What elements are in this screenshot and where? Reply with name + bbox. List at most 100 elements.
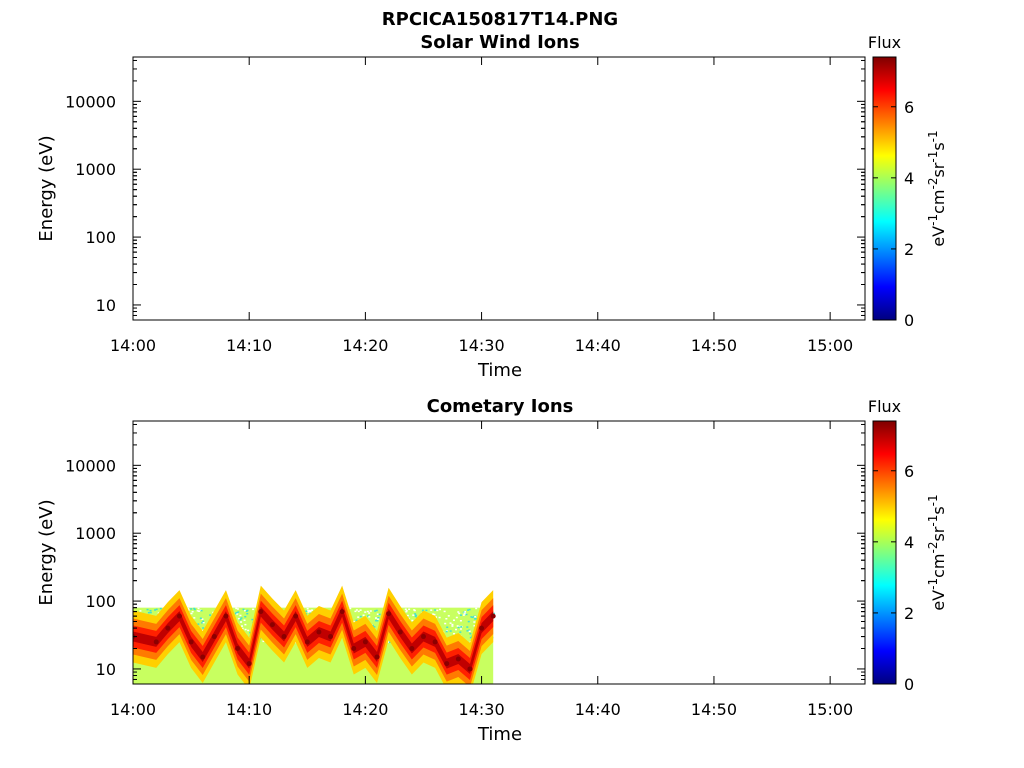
- heatmap-speckle: [306, 609, 309, 612]
- heatmap-speckle: [193, 617, 196, 619]
- heatmap-speckle: [202, 621, 205, 624]
- heatmap-peak: [316, 629, 322, 635]
- heatmap-speckle: [373, 626, 376, 628]
- heatmap-peak: [397, 629, 403, 635]
- heatmap-speckle: [202, 620, 205, 623]
- heatmap-peak: [409, 646, 415, 652]
- y-tick-label: 10000: [65, 92, 116, 111]
- panel-title: Solar Wind Ions: [420, 32, 579, 53]
- x-tick-label: 15:00: [807, 700, 853, 719]
- heatmap-speckle: [406, 614, 409, 617]
- heatmap-peak: [153, 639, 159, 645]
- heatmap-speckle: [375, 609, 378, 612]
- unit-base: eV: [929, 590, 948, 611]
- colorbar-unit: eV-1cm-2sr-1s-1: [926, 494, 948, 610]
- heatmap-speckle: [460, 626, 463, 628]
- x-tick-label: 15:00: [807, 336, 853, 355]
- heatmap-speckle: [305, 610, 308, 612]
- heatmap-speckle: [310, 609, 313, 611]
- heatmap-peak: [490, 613, 496, 619]
- heatmap-speckle: [376, 620, 379, 622]
- heatmap-speckle: [371, 624, 374, 627]
- heatmap-speckle: [374, 610, 377, 612]
- heatmap-speckle: [467, 620, 470, 623]
- heatmap-speckle: [201, 618, 204, 620]
- colorbar-label: Flux: [868, 33, 901, 52]
- heatmap-speckle: [466, 630, 469, 632]
- heatmap-peak: [200, 654, 206, 660]
- heatmap-speckle: [146, 608, 149, 611]
- heatmap-speckle: [243, 619, 246, 621]
- heatmap-speckle: [375, 619, 378, 622]
- heatmap-peak: [467, 666, 473, 672]
- heatmap-speckle: [306, 607, 309, 610]
- panel-cometary-ions: Cometary Ions 10000 1000 100 10 Energy (eV) 14…: [36, 396, 948, 745]
- heatmap-speckle: [197, 610, 200, 613]
- unit-base: sr: [929, 526, 948, 541]
- heatmap-speckle: [466, 609, 469, 611]
- heatmap-speckle: [414, 615, 417, 618]
- unit-base: s: [929, 506, 948, 514]
- heatmap-speckle: [444, 622, 447, 625]
- y-tick-label: 10: [96, 660, 116, 679]
- heatmap-peak: [455, 656, 461, 662]
- heatmap-speckle: [240, 621, 243, 623]
- x-tick-label: 14:10: [226, 700, 272, 719]
- heatmap-speckle: [405, 610, 408, 613]
- heatmap-speckle: [139, 610, 142, 612]
- heatmap-peak: [351, 646, 357, 652]
- heatmap-speckle: [438, 616, 441, 619]
- heatmap-speckle: [352, 620, 355, 623]
- colorbar-tick-label: 0: [904, 311, 914, 330]
- heatmap-speckle: [242, 608, 245, 611]
- colorbar-unit: eV-1cm-2sr-1s-1: [926, 130, 948, 246]
- heatmap-speckle: [240, 617, 243, 619]
- heatmap-speckle: [355, 619, 358, 622]
- heatmap-speckle: [355, 609, 358, 611]
- heatmap-speckle: [389, 641, 392, 644]
- heatmap-peak: [246, 661, 252, 667]
- heatmap-speckle: [243, 609, 246, 612]
- heatmap-speckle: [434, 616, 437, 618]
- heatmap-speckle: [354, 610, 357, 613]
- heatmap-speckle: [434, 609, 437, 611]
- heatmap-speckle: [236, 608, 239, 610]
- heatmap-speckle: [309, 610, 312, 613]
- heatmap-peak: [304, 639, 310, 645]
- heatmap-speckle: [375, 617, 378, 619]
- heatmap-speckle: [463, 612, 466, 614]
- heatmap-speckle: [473, 618, 476, 620]
- unit-exponent: -1: [926, 494, 940, 506]
- unit-base: cm: [929, 554, 948, 578]
- x-tick-label: 14:00: [110, 700, 156, 719]
- heatmap-speckle: [436, 609, 439, 612]
- heatmap-peak: [176, 613, 182, 619]
- figure-title: RPCICA150817T14.PNG: [382, 9, 618, 30]
- heatmap-speckle: [245, 610, 248, 613]
- heatmap-speckle: [197, 607, 200, 610]
- heatmap-speckle: [199, 617, 202, 620]
- heatmap-peak: [165, 625, 171, 631]
- heatmap-peak: [420, 634, 426, 640]
- heatmap-speckle: [234, 612, 237, 615]
- heatmap-speckle: [235, 607, 238, 610]
- heatmap-speckle: [239, 618, 242, 621]
- colorbar-tick-label: 6: [904, 462, 914, 481]
- heatmap-peak: [258, 609, 264, 615]
- unit-exponent: -1: [926, 578, 940, 590]
- heatmap-speckle: [262, 640, 265, 643]
- heatmap-speckle: [464, 610, 467, 613]
- x-tick-label: 14:10: [226, 336, 272, 355]
- unit-exponent: -1: [926, 214, 940, 226]
- heatmap-speckle: [492, 608, 495, 610]
- heatmap-speckle: [209, 614, 212, 616]
- heatmap-speckle: [186, 607, 189, 610]
- x-tick-label: 14:50: [691, 336, 737, 355]
- heatmap-speckle: [414, 613, 417, 615]
- heatmap-speckle: [308, 609, 311, 612]
- heatmap-speckle: [190, 608, 193, 610]
- heatmap-speckle: [451, 625, 454, 627]
- heatmap-speckle: [239, 614, 242, 617]
- y-axis-label: Energy (eV): [36, 135, 57, 241]
- y-tick-label: 100: [85, 592, 116, 611]
